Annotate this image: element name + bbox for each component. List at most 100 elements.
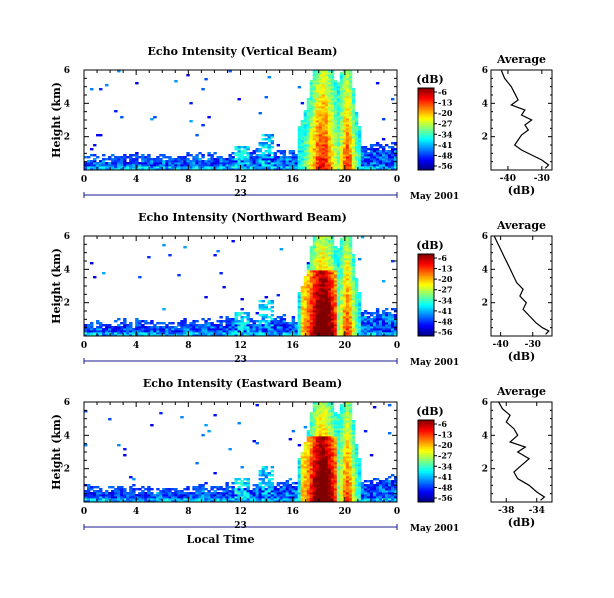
heatmap-cell — [366, 320, 371, 323]
heatmap-cell — [366, 166, 371, 169]
heatmap-cell — [327, 124, 332, 127]
heatmap-cell — [195, 162, 199, 165]
heatmap-cell — [321, 314, 326, 317]
heatmap-cell — [339, 472, 344, 475]
heatmap-cell — [198, 162, 202, 165]
heatmap-cell — [273, 324, 278, 327]
heatmap-cell — [258, 166, 262, 169]
heatmap-cell — [318, 286, 323, 289]
heatmap-cell — [189, 324, 193, 327]
heatmap-cell — [330, 442, 335, 445]
heatmap-cell — [102, 324, 106, 327]
heatmap-cell — [291, 320, 296, 323]
heatmap-cell — [312, 250, 317, 253]
heatmap-cell — [204, 328, 208, 331]
heatmap-cell — [333, 430, 338, 433]
heatmap-cell — [330, 144, 335, 147]
heatmap-cell — [306, 116, 311, 119]
colorbar-tick-label: -34 — [438, 295, 453, 305]
heatmap-cell — [342, 112, 347, 115]
colorbar-tick-label: -20 — [438, 274, 453, 284]
heatmap-cell — [192, 160, 196, 163]
heatmap-cell — [132, 162, 136, 165]
heatmap-cell — [273, 490, 278, 493]
heatmap-cell — [321, 276, 326, 279]
heatmap-cell — [174, 162, 178, 165]
heatmap-cell — [348, 246, 353, 249]
heatmap-cell — [333, 110, 338, 113]
heatmap-cell — [309, 106, 314, 109]
heatmap-cell — [342, 100, 347, 103]
colorbar-swatch — [418, 131, 434, 134]
heatmap-cell — [330, 122, 335, 125]
heatmap-cell — [264, 494, 268, 497]
heatmap-cell — [333, 476, 338, 479]
heatmap-cell — [201, 490, 205, 493]
heatmap-cell — [345, 270, 350, 273]
heatmap-cell — [324, 448, 329, 451]
heatmap-cell — [333, 126, 338, 129]
heatmap-cell — [330, 132, 335, 135]
heatmap-cell — [315, 166, 320, 169]
heatmap-cell — [240, 488, 244, 491]
heatmap-cell — [111, 166, 115, 169]
heatmap-cell — [249, 490, 253, 493]
heatmap-cell — [324, 460, 329, 463]
heatmap-cell — [348, 258, 353, 261]
heatmap-cell — [369, 330, 374, 333]
heatmap-cell — [339, 278, 344, 281]
heatmap-cell — [246, 312, 250, 315]
heatmap-cell — [345, 272, 350, 275]
heatmap-cell — [213, 500, 217, 503]
heatmap-cell — [216, 160, 220, 163]
heatmap-cell — [351, 322, 356, 325]
heatmap-cell — [291, 334, 296, 337]
heatmap-cell — [276, 150, 281, 153]
heatmap-cell — [225, 160, 229, 163]
heatmap-cell — [330, 88, 335, 91]
heatmap-cell — [321, 266, 326, 269]
heatmap-cell — [342, 424, 347, 427]
heatmap-cell — [327, 100, 332, 103]
heatmap-cell — [321, 330, 326, 333]
heatmap-cell — [276, 158, 281, 161]
heatmap-cell — [348, 120, 353, 123]
heatmap-cell — [90, 154, 94, 157]
heatmap-cell — [348, 154, 353, 157]
heatmap-cell — [333, 432, 338, 435]
heatmap-cell — [327, 112, 332, 115]
heatmap-cell — [336, 498, 341, 501]
heatmap-cell — [315, 158, 320, 161]
heatmap-cell — [321, 464, 326, 467]
heatmap-cell — [228, 164, 232, 167]
heatmap-cell — [339, 500, 344, 503]
heatmap-cell — [339, 276, 344, 279]
heatmap-cell — [333, 158, 338, 161]
heatmap-cell — [90, 166, 94, 169]
heatmap-cell — [330, 444, 335, 447]
heatmap-cell — [162, 490, 166, 493]
heatmap-cell — [321, 130, 326, 133]
heatmap-cell — [240, 168, 244, 171]
heatmap-cell — [270, 320, 275, 323]
heatmap-cell — [330, 160, 335, 163]
heatmap-cell — [336, 490, 341, 493]
heatmap-cell — [246, 148, 250, 151]
heatmap-cell — [129, 498, 133, 501]
heatmap-cell — [360, 318, 365, 321]
heatmap-cell — [312, 406, 317, 409]
heatmap-cell — [390, 158, 395, 161]
heatmap-cell — [306, 454, 311, 457]
heatmap-cell — [300, 468, 305, 471]
heatmap-cell — [279, 482, 284, 485]
heatmap-cell — [240, 164, 244, 167]
heatmap-cell — [300, 148, 305, 151]
heatmap-cell — [129, 334, 133, 337]
heatmap-cell — [309, 266, 314, 269]
heatmap-cell — [126, 324, 130, 327]
heatmap-cell — [159, 412, 163, 415]
heatmap-cell — [330, 110, 335, 113]
heatmap-cell — [354, 310, 359, 313]
heatmap-cell — [342, 460, 347, 463]
heatmap-cell — [348, 446, 353, 449]
